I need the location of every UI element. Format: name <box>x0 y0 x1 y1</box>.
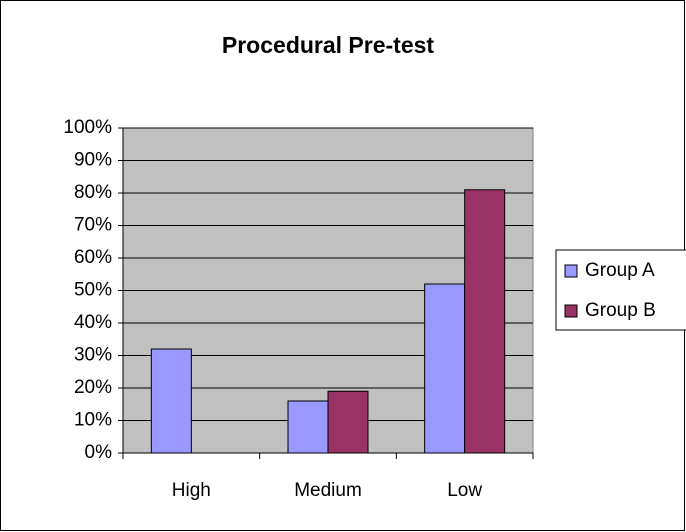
y-tick-label: 20% <box>74 377 112 398</box>
x-tick-label: Medium <box>294 480 362 501</box>
bar <box>327 390 369 454</box>
y-tick-label: 50% <box>74 280 112 301</box>
x-tick-label: Low <box>447 480 482 501</box>
legend-label: Group B <box>585 300 656 321</box>
y-tick-label: 80% <box>74 182 112 203</box>
bar <box>150 348 192 454</box>
legend-box <box>555 249 686 331</box>
legend-label: Group A <box>585 260 655 281</box>
y-tick-label: 0% <box>85 442 113 463</box>
chart-title: Procedural Pre-test <box>222 32 435 58</box>
y-tick-label: 100% <box>63 117 112 138</box>
y-tick-label: 40% <box>74 312 112 333</box>
y-tick-label: 30% <box>74 345 112 366</box>
bar <box>287 400 329 454</box>
y-tick-label: 60% <box>74 247 112 268</box>
bar <box>424 283 466 454</box>
bar <box>464 189 506 454</box>
x-tick-label: High <box>172 480 211 501</box>
legend-swatch <box>564 304 578 318</box>
y-tick-label: 90% <box>74 150 112 171</box>
legend-swatch <box>564 264 578 278</box>
y-tick-label: 70% <box>74 215 112 236</box>
y-tick-label: 10% <box>74 410 112 431</box>
